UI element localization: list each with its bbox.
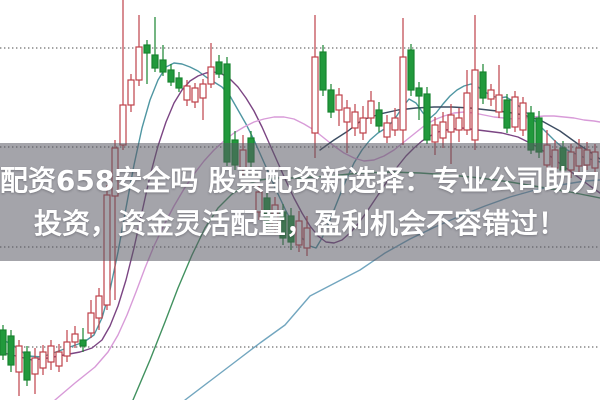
promo-banner-line-1: 配资658安全吗 股票配资新选择：专业公司助力 xyxy=(0,164,600,197)
promo-banner-line-2: 投资，资金灵活配置，盈利机会不容错过！ xyxy=(33,207,566,240)
promo-banner-overlay: 配资658安全吗 股票配资新选择：专业公司助力 投资，资金灵活配置，盈利机会不容… xyxy=(0,143,600,261)
